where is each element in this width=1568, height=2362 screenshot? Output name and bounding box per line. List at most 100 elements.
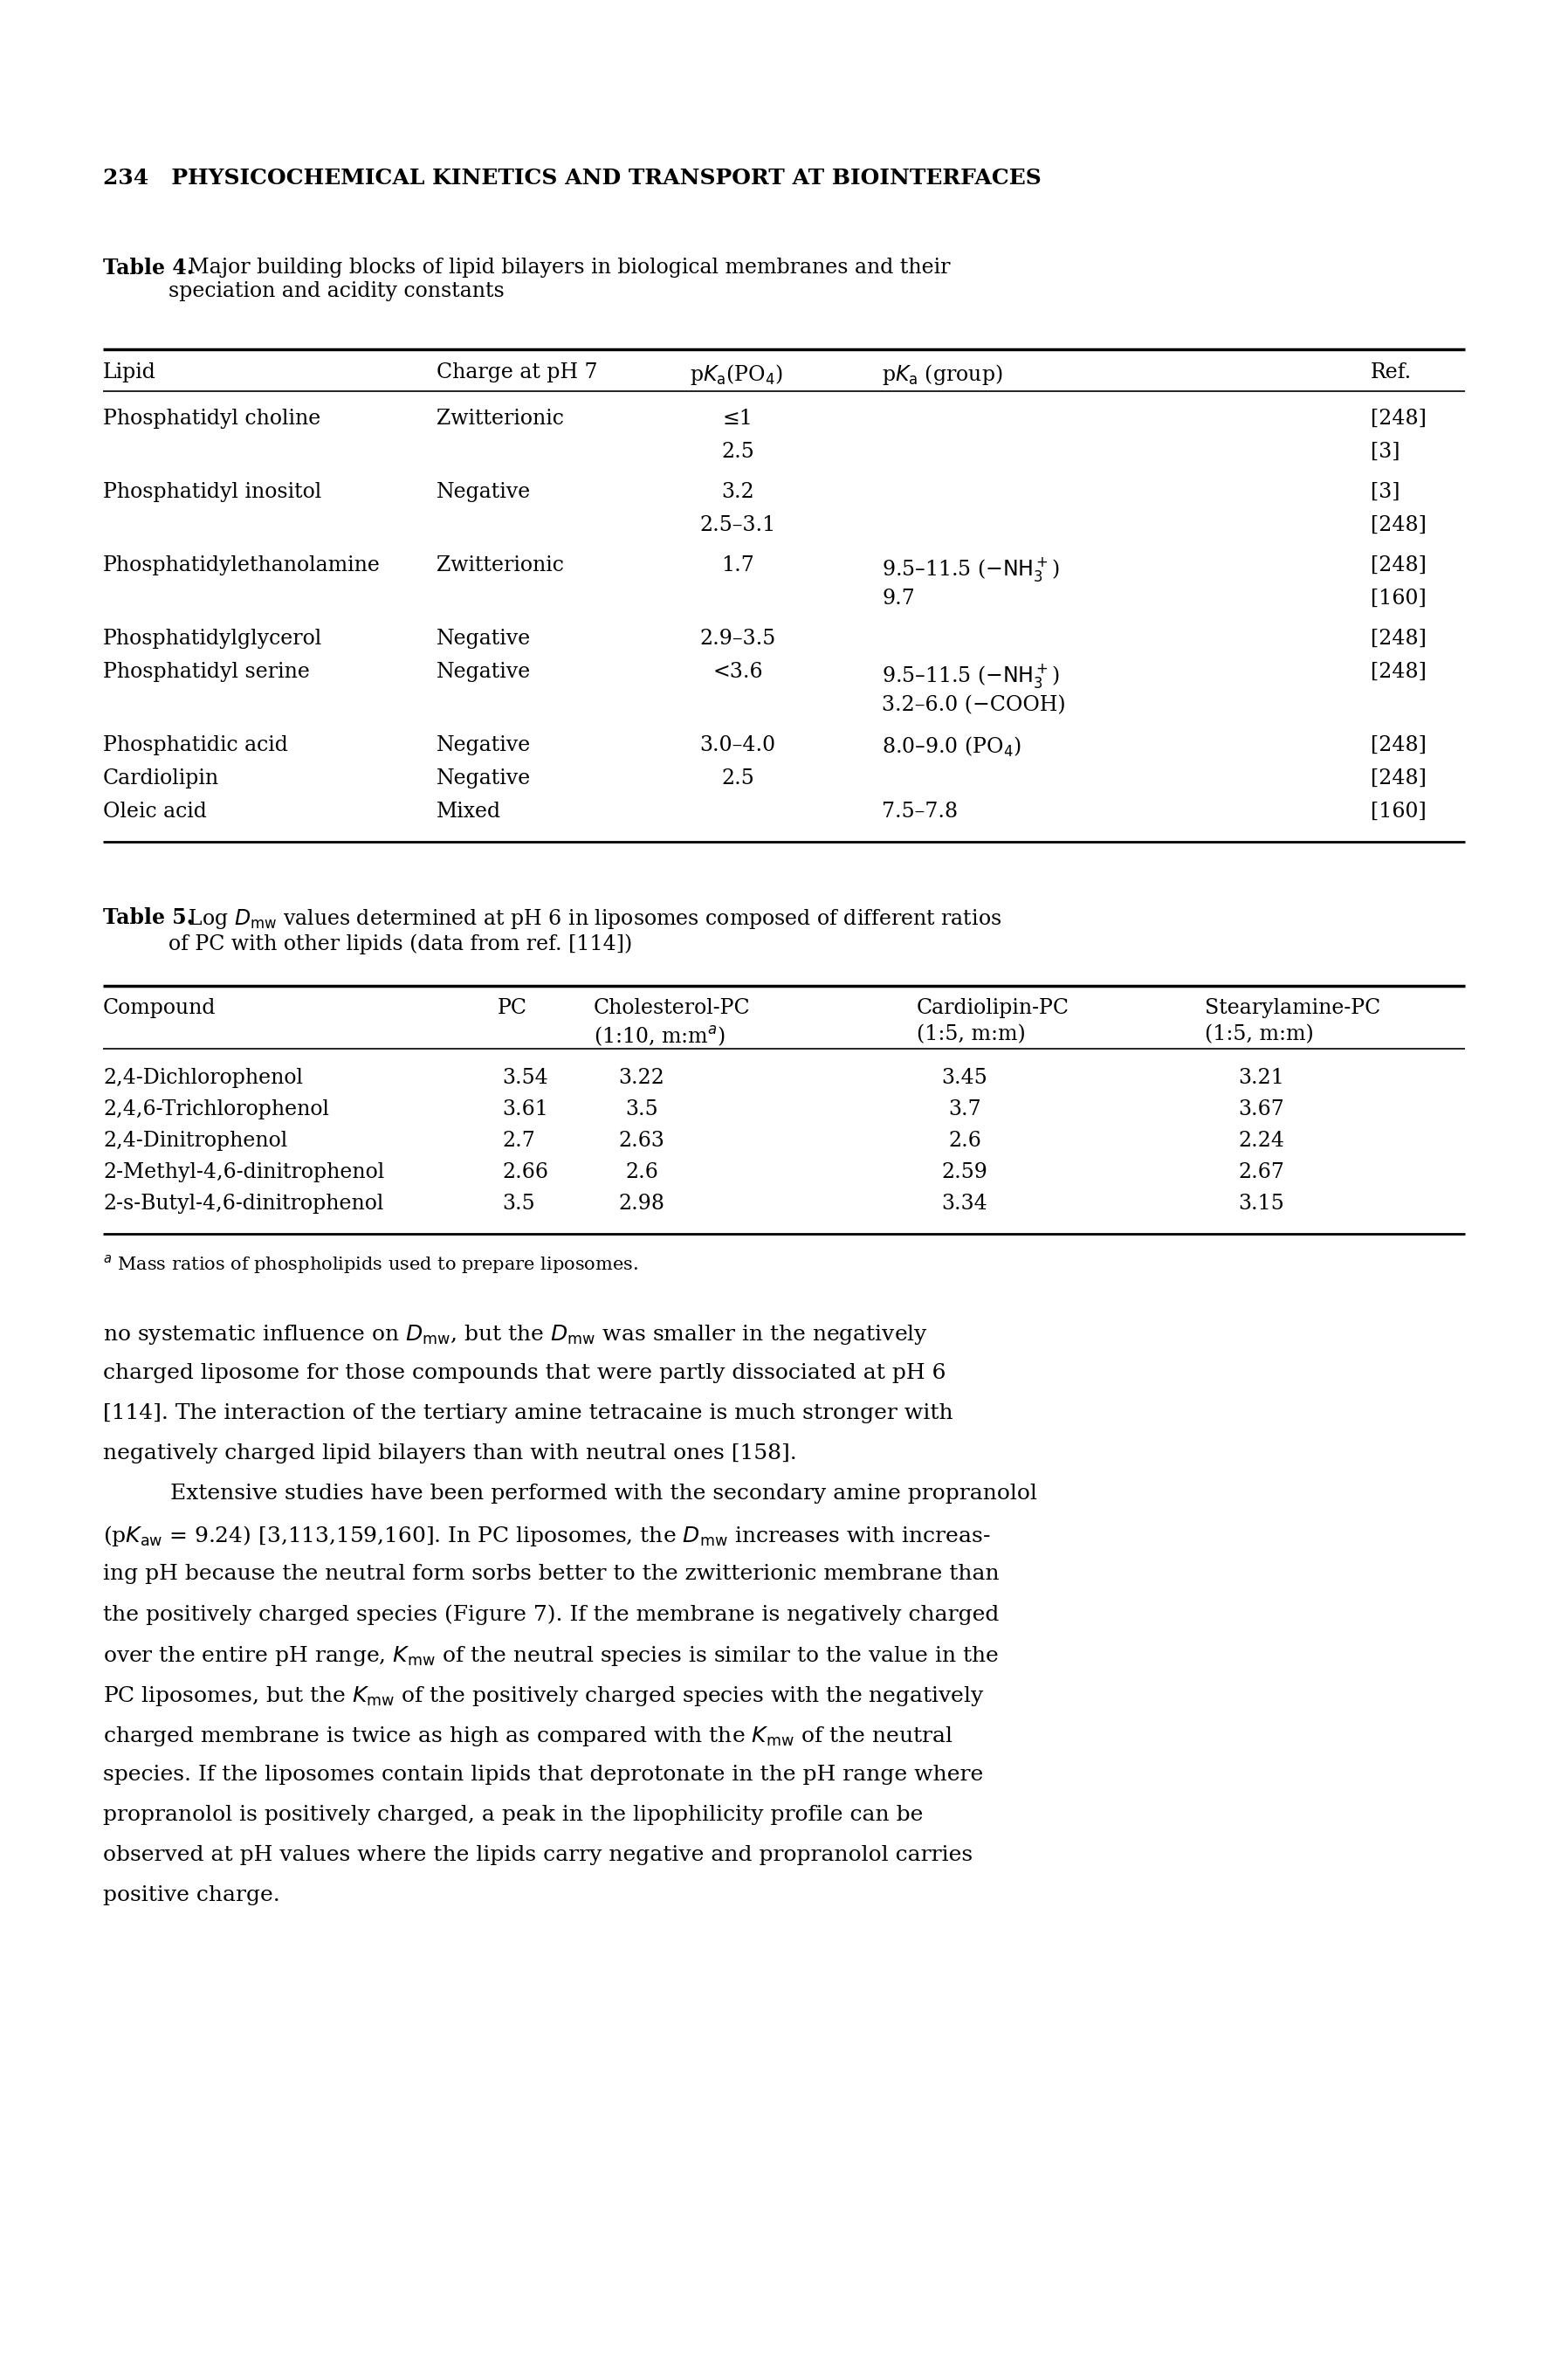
Text: 2.5: 2.5 <box>721 768 754 789</box>
Text: charged membrane is twice as high as compared with the $K_{\mathrm{mw}}$ of the : charged membrane is twice as high as com… <box>103 1724 953 1748</box>
Text: Charge at pH 7: Charge at pH 7 <box>436 361 597 383</box>
Text: no systematic influence on $D_{\mathrm{mw}}$, but the $D_{\mathrm{mw}}$ was smal: no systematic influence on $D_{\mathrm{m… <box>103 1323 928 1346</box>
Text: Lipid: Lipid <box>103 361 157 383</box>
Text: (1:5, m:m): (1:5, m:m) <box>917 1025 1025 1044</box>
Text: 2-Methyl-4,6-dinitrophenol: 2-Methyl-4,6-dinitrophenol <box>103 1162 384 1183</box>
Text: [248]: [248] <box>1370 409 1427 430</box>
Text: 2.9–3.5: 2.9–3.5 <box>699 628 776 650</box>
Text: Cholesterol-PC: Cholesterol-PC <box>594 999 751 1018</box>
Text: (p$K_{\mathrm{aw}}$ = 9.24) [3,113,159,160]. In PC liposomes, the $D_{\mathrm{mw: (p$K_{\mathrm{aw}}$ = 9.24) [3,113,159,1… <box>103 1523 991 1547</box>
Text: 2.66: 2.66 <box>502 1162 549 1183</box>
Text: p$K_\mathrm{a}$(PO$_4$): p$K_\mathrm{a}$(PO$_4$) <box>690 361 782 387</box>
Text: 2,4-Dichlorophenol: 2,4-Dichlorophenol <box>103 1068 303 1089</box>
Text: 3.15: 3.15 <box>1239 1193 1284 1214</box>
Text: Negative: Negative <box>436 482 532 503</box>
Text: PC liposomes, but the $K_{\mathrm{mw}}$ of the positively charged species with t: PC liposomes, but the $K_{\mathrm{mw}}$ … <box>103 1684 985 1708</box>
Text: Phosphatidic acid: Phosphatidic acid <box>103 735 289 756</box>
Text: p$K_\mathrm{a}$ (group): p$K_\mathrm{a}$ (group) <box>881 361 1002 387</box>
Text: Phosphatidyl choline: Phosphatidyl choline <box>103 409 320 430</box>
Text: Stearylamine-PC: Stearylamine-PC <box>1204 999 1380 1018</box>
Text: observed at pH values where the lipids carry negative and propranolol carries: observed at pH values where the lipids c… <box>103 1845 972 1866</box>
Text: 2.24: 2.24 <box>1239 1131 1284 1150</box>
Text: positive charge.: positive charge. <box>103 1885 281 1906</box>
Text: Table 4.: Table 4. <box>103 257 194 279</box>
Text: Negative: Negative <box>436 628 532 650</box>
Text: 3.7: 3.7 <box>949 1098 982 1120</box>
Text: 1.7: 1.7 <box>721 555 754 576</box>
Text: Oleic acid: Oleic acid <box>103 801 207 822</box>
Text: Negative: Negative <box>436 768 532 789</box>
Text: [114]. The interaction of the tertiary amine tetracaine is much stronger with: [114]. The interaction of the tertiary a… <box>103 1403 953 1424</box>
Text: Extensive studies have been performed with the secondary amine propranolol: Extensive studies have been performed wi… <box>143 1483 1036 1505</box>
Text: 2.59: 2.59 <box>942 1162 988 1183</box>
Text: 7.5–7.8: 7.5–7.8 <box>881 801 958 822</box>
Text: Cardiolipin: Cardiolipin <box>103 768 220 789</box>
Text: Negative: Negative <box>436 735 532 756</box>
Text: [248]: [248] <box>1370 735 1427 756</box>
Text: over the entire pH range, $K_{\mathrm{mw}}$ of the neutral species is similar to: over the entire pH range, $K_{\mathrm{mw… <box>103 1644 999 1668</box>
Text: 3.67: 3.67 <box>1239 1098 1284 1120</box>
Text: Major building blocks of lipid bilayers in biological membranes and their
specia: Major building blocks of lipid bilayers … <box>168 257 950 300</box>
Text: [3]: [3] <box>1370 442 1400 463</box>
Text: 3.54: 3.54 <box>502 1068 549 1089</box>
Text: 2.5–3.1: 2.5–3.1 <box>699 515 776 536</box>
Text: Phosphatidylglycerol: Phosphatidylglycerol <box>103 628 323 650</box>
Text: 3.34: 3.34 <box>942 1193 988 1214</box>
Text: [3]: [3] <box>1370 482 1400 503</box>
Text: (1:10, m:m$^a$): (1:10, m:m$^a$) <box>594 1025 724 1049</box>
Text: Phosphatidyl inositol: Phosphatidyl inositol <box>103 482 321 503</box>
Text: Mixed: Mixed <box>436 801 502 822</box>
Text: $^a$ Mass ratios of phospholipids used to prepare liposomes.: $^a$ Mass ratios of phospholipids used t… <box>103 1252 638 1275</box>
Text: Phosphatidyl serine: Phosphatidyl serine <box>103 661 310 683</box>
Text: [248]: [248] <box>1370 555 1427 576</box>
Text: 3.22: 3.22 <box>619 1068 665 1089</box>
Text: [248]: [248] <box>1370 768 1427 789</box>
Text: 2.63: 2.63 <box>619 1131 665 1150</box>
Text: (1:5, m:m): (1:5, m:m) <box>1204 1025 1314 1044</box>
Text: Negative: Negative <box>436 661 532 683</box>
Text: 2.7: 2.7 <box>502 1131 535 1150</box>
Text: [248]: [248] <box>1370 661 1427 683</box>
Text: [160]: [160] <box>1370 588 1427 609</box>
Text: species. If the liposomes contain lipids that deprotonate in the pH range where: species. If the liposomes contain lipids… <box>103 1764 983 1786</box>
Text: Compound: Compound <box>103 999 216 1018</box>
Text: ing pH because the neutral form sorbs better to the zwitterionic membrane than: ing pH because the neutral form sorbs be… <box>103 1564 999 1585</box>
Text: 2,4,6-Trichlorophenol: 2,4,6-Trichlorophenol <box>103 1098 329 1120</box>
Text: <3.6: <3.6 <box>712 661 764 683</box>
Text: 2,4-Dinitrophenol: 2,4-Dinitrophenol <box>103 1131 287 1150</box>
Text: propranolol is positively charged, a peak in the lipophilicity profile can be: propranolol is positively charged, a pea… <box>103 1805 924 1826</box>
Text: 3.0–4.0: 3.0–4.0 <box>699 735 776 756</box>
Text: [160]: [160] <box>1370 801 1427 822</box>
Text: 3.45: 3.45 <box>942 1068 988 1089</box>
Text: 3.2: 3.2 <box>721 482 754 503</box>
Text: 2-s-Butyl-4,6-dinitrophenol: 2-s-Butyl-4,6-dinitrophenol <box>103 1193 384 1214</box>
Text: negatively charged lipid bilayers than with neutral ones [158].: negatively charged lipid bilayers than w… <box>103 1443 797 1464</box>
Text: 3.2–6.0 (−COOH): 3.2–6.0 (−COOH) <box>881 694 1066 716</box>
Text: charged liposome for those compounds that were partly dissociated at pH 6: charged liposome for those compounds tha… <box>103 1363 946 1384</box>
Text: Phosphatidylethanolamine: Phosphatidylethanolamine <box>103 555 381 576</box>
Text: Table 5.: Table 5. <box>103 907 193 928</box>
Text: 3.21: 3.21 <box>1239 1068 1284 1089</box>
Text: 2.6: 2.6 <box>949 1131 982 1150</box>
Text: Cardiolipin-PC: Cardiolipin-PC <box>917 999 1069 1018</box>
Text: 9.5–11.5 ($-\mathrm{NH}_3^+$): 9.5–11.5 ($-\mathrm{NH}_3^+$) <box>881 555 1060 583</box>
Text: 9.7: 9.7 <box>881 588 914 609</box>
Text: 2.6: 2.6 <box>626 1162 659 1183</box>
Text: 234   PHYSICOCHEMICAL KINETICS AND TRANSPORT AT BIOINTERFACES: 234 PHYSICOCHEMICAL KINETICS AND TRANSPO… <box>103 168 1041 189</box>
Text: PC: PC <box>497 999 527 1018</box>
Text: Zwitterionic: Zwitterionic <box>436 409 564 430</box>
Text: 8.0–9.0 (PO$_4$): 8.0–9.0 (PO$_4$) <box>881 735 1021 758</box>
Text: Log $D_{\mathrm{mw}}$ values determined at pH 6 in liposomes composed of differe: Log $D_{\mathrm{mw}}$ values determined … <box>168 907 1002 954</box>
Text: the positively charged species (Figure 7). If the membrane is negatively charged: the positively charged species (Figure 7… <box>103 1604 999 1625</box>
Text: 3.5: 3.5 <box>502 1193 535 1214</box>
Text: [248]: [248] <box>1370 628 1427 650</box>
Text: 9.5–11.5 ($-\mathrm{NH}_3^+$): 9.5–11.5 ($-\mathrm{NH}_3^+$) <box>881 661 1060 690</box>
Text: Zwitterionic: Zwitterionic <box>436 555 564 576</box>
Text: [248]: [248] <box>1370 515 1427 536</box>
Text: 3.5: 3.5 <box>626 1098 659 1120</box>
Text: Ref.: Ref. <box>1370 361 1411 383</box>
Text: 2.98: 2.98 <box>618 1193 665 1214</box>
Text: 3.61: 3.61 <box>502 1098 549 1120</box>
Text: 2.67: 2.67 <box>1239 1162 1284 1183</box>
Text: 2.5: 2.5 <box>721 442 754 463</box>
